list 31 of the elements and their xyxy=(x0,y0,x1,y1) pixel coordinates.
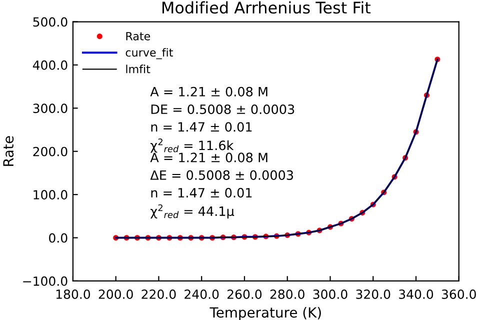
legend-label: curve_fit xyxy=(126,48,173,60)
annotation: n = 1.47 ± 0.01 xyxy=(151,188,252,198)
x-tick-label: 240.0 xyxy=(184,290,219,299)
x-tick-label: 340.0 xyxy=(399,290,434,299)
annotation: n = 1.47 ± 0.01 xyxy=(151,122,252,132)
x-tick-label: 300.0 xyxy=(313,290,348,299)
legend-label: lmfit xyxy=(126,64,150,74)
annotation: A = 1.21 ± 0.08 M xyxy=(150,86,268,96)
y-tick-label: 400.0 xyxy=(32,60,68,70)
y-tick-label: 300.0 xyxy=(33,104,68,114)
annotation: A = 1.21 ± 0.08 M xyxy=(150,152,268,162)
x-tick-label: 200.0 xyxy=(98,290,133,299)
x-tick-label: 180.0 xyxy=(56,290,90,299)
x-tick-label: 320.0 xyxy=(356,290,390,299)
x-tick-label: 260.0 xyxy=(228,290,262,299)
annotation: χ$^{2}$$_{red}$ = 44.1μ xyxy=(150,204,234,219)
y-tick-label: −100.0 xyxy=(23,276,68,286)
y-tick-label: 500.0 xyxy=(33,17,68,27)
x-tick-label: 360.0 xyxy=(442,290,476,299)
chart-title: Modified Arrhenius Test Fit xyxy=(162,1,371,14)
x-tick-label: 280.0 xyxy=(270,290,304,299)
legend-label: Rate xyxy=(126,32,150,40)
annotation: χ$^{2}$$_{red}$ = 11.6k xyxy=(150,138,234,153)
x-axis-title: Temperature (K) xyxy=(210,306,321,320)
x-tick-label: 220.0 xyxy=(142,290,176,299)
annotation: DE = 0.5008 ± 0.0003 xyxy=(151,104,294,114)
y-axis-title: Rate xyxy=(3,136,14,166)
y-tick-label: 0.0 xyxy=(49,233,68,243)
y-tick-label: 200.0 xyxy=(33,146,68,156)
y-tick-label: 100.0 xyxy=(34,190,68,200)
annotation: ΔE = 0.5008 ± 0.0003 xyxy=(150,170,294,180)
